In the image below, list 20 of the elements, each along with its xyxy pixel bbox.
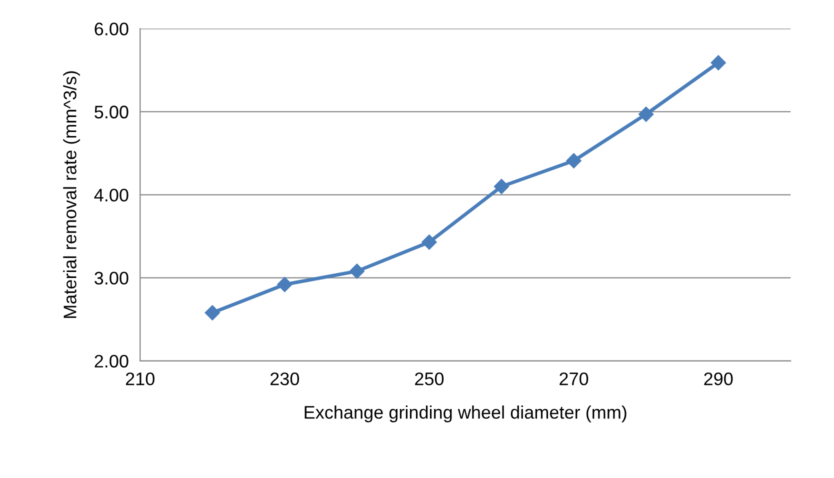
x-tick-label: 230	[270, 372, 300, 386]
x-tick-label: 290	[704, 372, 733, 386]
y-tick-label: 5.00	[94, 106, 128, 118]
y-axis-title: Material removal rate (mm^3/s)	[63, 71, 80, 318]
point	[638, 106, 654, 122]
y-tick-label: 3.00	[94, 272, 128, 285]
x-tick-label: 270	[560, 372, 588, 386]
y-tick-label: 4.00	[94, 188, 128, 202]
y-tick-label: 2.00	[94, 354, 128, 368]
x-tick-label: 210	[126, 372, 154, 386]
point	[277, 276, 292, 292]
x-tick-label: 250	[415, 372, 444, 386]
y-tick-label: 6.00	[94, 22, 128, 36]
point	[349, 264, 365, 279]
x-axis-title: Exchange grinding wheel diameter (mm)	[304, 406, 626, 422]
point	[710, 55, 726, 70]
point	[422, 234, 437, 250]
point	[204, 305, 220, 320]
point	[566, 153, 582, 168]
point	[494, 178, 510, 194]
